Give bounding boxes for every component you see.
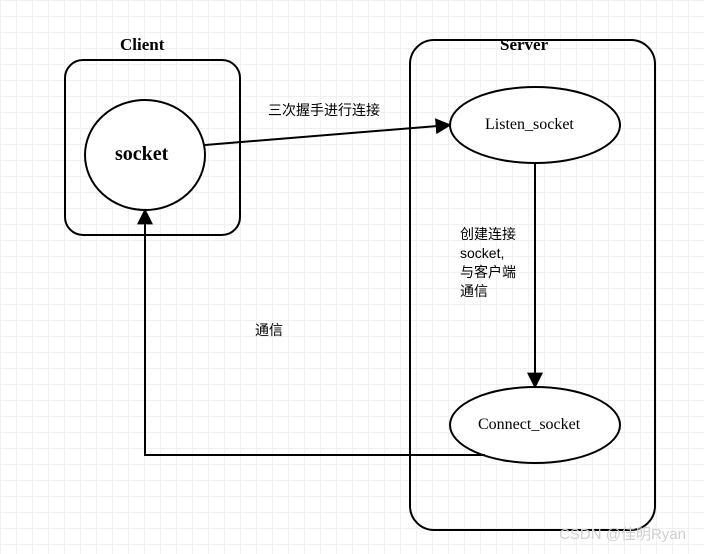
client-title: Client bbox=[120, 35, 164, 55]
communication-label: 通信 bbox=[255, 320, 283, 340]
connect-socket-label: Connect_socket bbox=[478, 416, 580, 434]
handshake-edge bbox=[205, 125, 450, 145]
socket-label: socket bbox=[115, 143, 168, 166]
server-title: Server bbox=[500, 35, 548, 55]
create-connection-label: 创建连接 socket, 与客户端 通信 bbox=[460, 225, 516, 301]
handshake-label: 三次握手进行连接 bbox=[268, 100, 380, 120]
watermark: CSDN @佳明Ryan bbox=[559, 523, 686, 544]
communication-edge bbox=[145, 210, 485, 455]
diagram-svg bbox=[0, 0, 704, 554]
listen-socket-label: Listen_socket bbox=[485, 116, 574, 134]
